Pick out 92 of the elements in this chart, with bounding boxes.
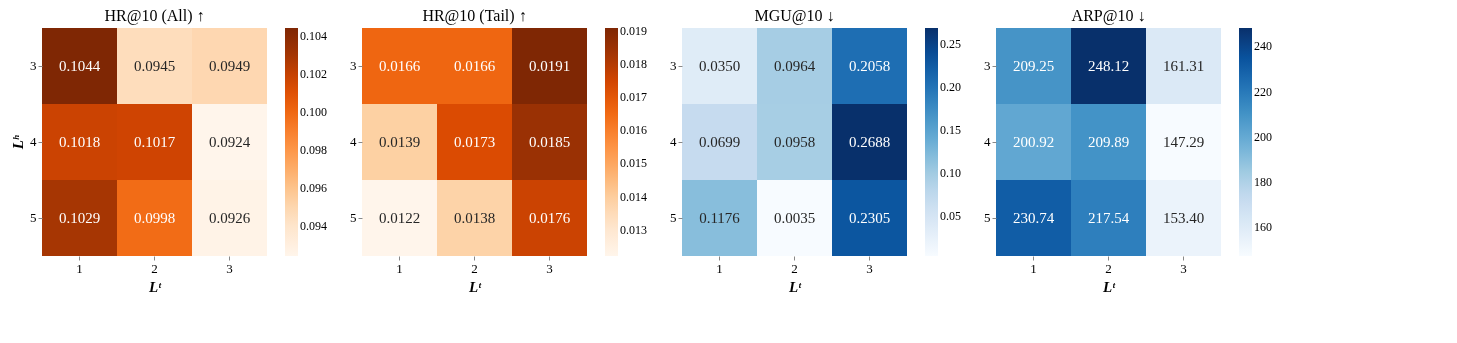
chart-title: HR@10 (All) ↑ — [104, 7, 205, 25]
color-bar-label: 0.018 — [620, 57, 647, 72]
color-bar-label: 0.019 — [620, 24, 647, 39]
color-bar-label: 0.15 — [940, 123, 961, 138]
x-tick-label: 1 — [76, 260, 83, 276]
data-label: 0.2305 — [848, 210, 891, 226]
color-bar-label: 0.102 — [300, 66, 327, 81]
data-label: 0.2688 — [848, 134, 891, 150]
color-bar-label: 0.05 — [940, 209, 961, 224]
color-bar-label: 0.013 — [620, 222, 647, 237]
data-label: 0.0122 — [378, 210, 421, 226]
y-tick-label: 5 — [670, 210, 677, 225]
chart-title: ARP@10 ↓ — [1071, 7, 1146, 25]
x-axis-title: Lᵗ — [148, 278, 163, 295]
data-label: 0.0926 — [208, 210, 251, 226]
data-label: 0.0949 — [208, 58, 251, 74]
data-label: 0.0945 — [133, 58, 176, 74]
data-label: 209.89 — [1087, 134, 1130, 150]
color-bar-label: 0.016 — [620, 123, 647, 138]
color-bar-label: 0.094 — [300, 218, 327, 233]
chart-title: MGU@10 ↓ — [754, 7, 835, 25]
color-bar-label: 160 — [1254, 220, 1272, 235]
color-bar-label: 0.017 — [620, 90, 647, 105]
color-bar-label: 0.014 — [620, 189, 647, 204]
y-tick-label: 4 — [670, 134, 677, 149]
chart-title: HR@10 (Tail) ↑ — [422, 7, 527, 25]
data-label: 161.31 — [1162, 58, 1205, 74]
y-tick-label: 5 — [984, 210, 991, 225]
x-axis-title: Lᵗ — [468, 278, 483, 295]
y-tick-label: 5 — [350, 210, 357, 225]
data-label: 230.74 — [1012, 210, 1055, 226]
data-label: 0.0035 — [773, 210, 816, 226]
data-label: 0.0924 — [208, 134, 251, 150]
data-label: 0.1017 — [133, 134, 176, 150]
x-tick-label: 2 — [791, 260, 798, 276]
data-label: 0.0166 — [378, 58, 421, 74]
data-label: 0.2058 — [848, 58, 891, 74]
data-label: 0.1018 — [58, 134, 101, 150]
x-tick-label: 3 — [1180, 260, 1187, 276]
y-tick-label: 4 — [984, 134, 991, 149]
data-label: 0.0350 — [698, 58, 741, 74]
color-bar-label: 0.096 — [300, 180, 327, 195]
x-tick-label: 3 — [546, 260, 553, 276]
data-label: 0.0998 — [133, 210, 176, 226]
y-axis-title: Lʰ — [10, 135, 26, 151]
color-bar-label: 0.104 — [300, 28, 327, 43]
color-bar-label: 240 — [1254, 39, 1272, 54]
data-label: 0.0958 — [773, 134, 816, 150]
x-tick-label: 2 — [471, 260, 478, 276]
data-label: 0.1044 — [58, 58, 101, 74]
x-tick-label: 1 — [716, 260, 723, 276]
data-label: 0.0139 — [378, 134, 421, 150]
color-bar-label: 0.10 — [940, 166, 961, 181]
y-tick-label: 3 — [984, 58, 991, 73]
data-label: 0.1176 — [699, 210, 741, 226]
data-label: 147.29 — [1162, 134, 1205, 150]
x-tick-label: 3 — [226, 260, 233, 276]
color-bar-label: 220 — [1254, 84, 1272, 99]
data-label: 0.1029 — [58, 210, 101, 226]
y-tick-label: 4 — [30, 134, 37, 149]
color-bar-label: 0.20 — [940, 80, 961, 95]
data-label: 209.25 — [1012, 58, 1055, 74]
x-axis-title: Lᵗ — [1102, 278, 1117, 295]
color-bar-label: 0.100 — [300, 104, 327, 119]
data-label: 0.0191 — [528, 58, 571, 74]
data-label: 0.0138 — [453, 210, 496, 226]
data-label: 0.0173 — [453, 134, 496, 150]
data-label: 0.0964 — [773, 58, 816, 74]
y-tick-label: 3 — [670, 58, 677, 73]
x-axis-title: Lᵗ — [788, 278, 803, 295]
data-label: 0.0176 — [528, 210, 571, 226]
x-tick-label: 3 — [866, 260, 873, 276]
data-label: 248.12 — [1087, 58, 1130, 74]
x-tick-label: 1 — [1030, 260, 1037, 276]
x-tick-label: 2 — [1105, 260, 1112, 276]
data-label: 217.54 — [1087, 210, 1130, 226]
y-tick-label: 4 — [350, 134, 357, 149]
data-label: 153.40 — [1162, 210, 1205, 226]
color-bar-label: 180 — [1254, 175, 1272, 190]
color-bar-label: 0.098 — [300, 142, 327, 157]
y-tick-label: 3 — [30, 58, 37, 73]
color-bar-label: 0.25 — [940, 37, 961, 52]
x-tick-label: 1 — [396, 260, 403, 276]
color-bar-label: 200 — [1254, 129, 1272, 144]
y-tick-label: 5 — [30, 210, 37, 225]
x-tick-label: 2 — [151, 260, 158, 276]
data-label: 200.92 — [1012, 134, 1055, 150]
data-label: 0.0166 — [453, 58, 496, 74]
data-label: 0.0185 — [528, 134, 571, 150]
color-bar-label: 0.015 — [620, 156, 647, 171]
data-label: 0.0699 — [698, 134, 741, 150]
y-tick-label: 3 — [350, 58, 357, 73]
